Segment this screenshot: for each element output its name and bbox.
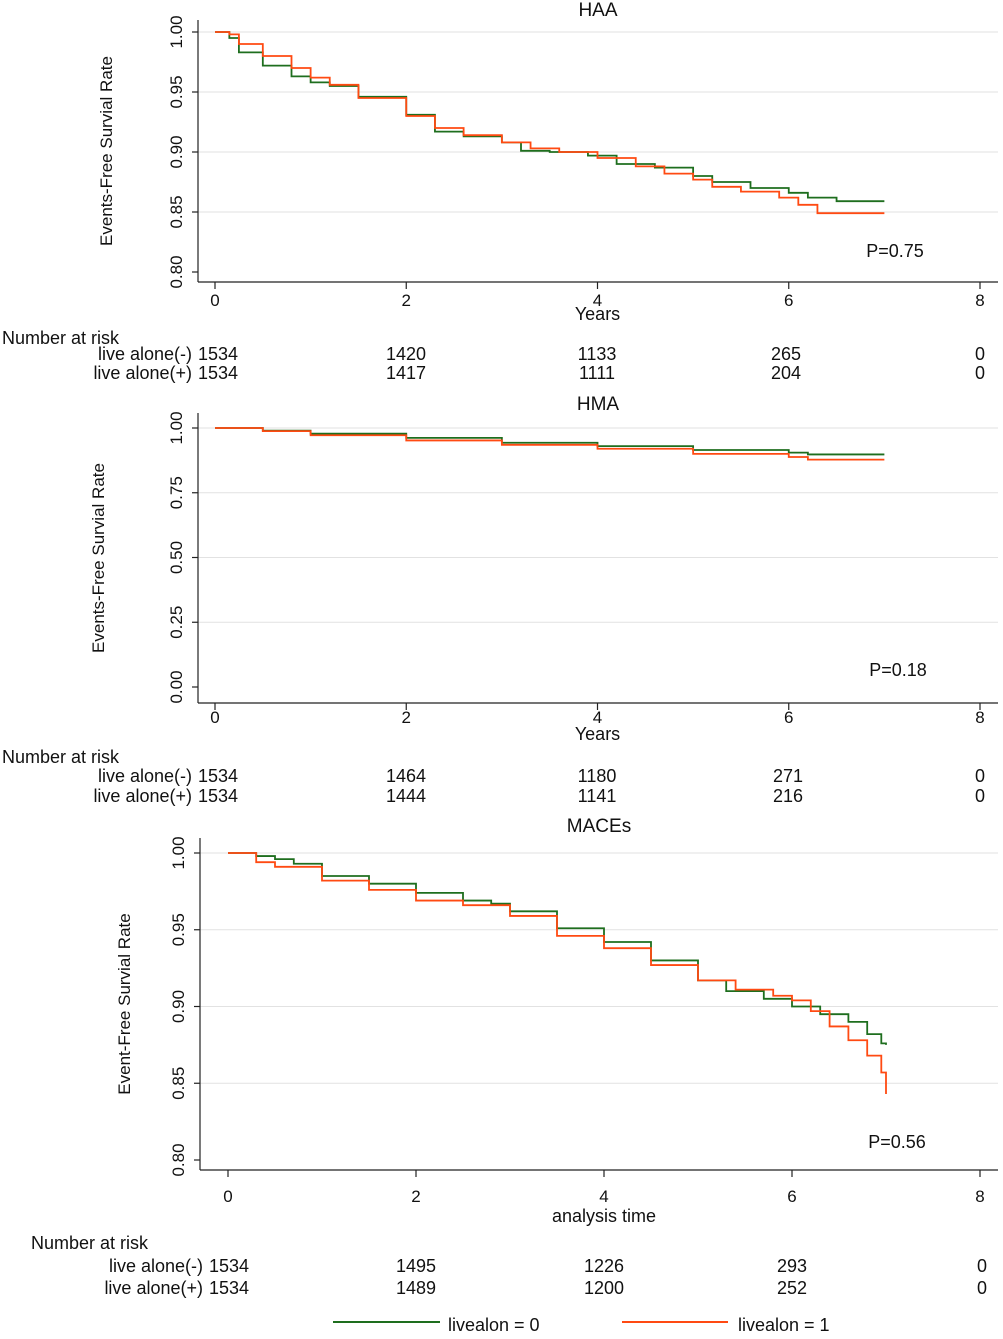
- x-tick-label: 8: [975, 1187, 984, 1206]
- y-tick-label: 0.00: [167, 670, 186, 703]
- y-tick-label: 0.50: [167, 541, 186, 574]
- legend: livealon = 0 livealon = 1: [333, 1315, 830, 1335]
- risk-cell: 293: [777, 1256, 807, 1276]
- x-tick-label: 0: [210, 708, 219, 727]
- panel-haa: 0.80 0.85 0.90 0.95 1.00 0 2 4 6 8 HAA Years Events-…: [2, 0, 998, 383]
- x-tick-label: 4: [593, 291, 602, 310]
- panel-hma: 0.00 0.25 0.50 0.75 1.00 0 2 4 6 8 HMA Years Events-…: [2, 394, 998, 806]
- y-axis-label: Events-Free Survial Rate: [89, 463, 108, 653]
- y-tick-label: 0.80: [169, 1143, 188, 1176]
- risk-table-header: Number at risk: [2, 747, 120, 767]
- risk-table-header: Number at risk: [31, 1233, 149, 1253]
- legend-label-livealon-1: livealon = 1: [738, 1315, 830, 1335]
- series-line-livealon-0: [215, 31, 885, 203]
- risk-cell: 252: [777, 1278, 807, 1298]
- chart-title: HMA: [577, 394, 620, 415]
- panel-maces: 0.80 0.85 0.90 0.95 1.00 0 2 4 6 8 MACEs analysis t…: [31, 816, 998, 1298]
- y-tick-label: 0.90: [167, 135, 186, 168]
- series-line-livealon-0: [215, 427, 885, 456]
- risk-row-label: live alone(-): [98, 766, 192, 786]
- chart-title: HAA: [578, 0, 617, 21]
- risk-cell: 1534: [198, 766, 238, 786]
- p-value-annotation: P=0.18: [869, 660, 927, 680]
- legend-label-livealon-0: livealon = 0: [448, 1315, 540, 1335]
- p-value-annotation: P=0.75: [866, 241, 924, 261]
- x-tick-label: 4: [593, 708, 602, 727]
- y-axis-label: Event-Free Survial Rate: [115, 913, 134, 1094]
- risk-row-label: live alone(+): [104, 1278, 203, 1298]
- risk-row-label: live alone(+): [93, 786, 192, 806]
- x-tick-label: 8: [975, 291, 984, 310]
- x-tick-label: 6: [787, 1187, 796, 1206]
- y-axis-label: Events-Free Survial Rate: [97, 56, 116, 246]
- risk-row-label: live alone(+): [93, 363, 192, 383]
- x-tick-label: 2: [402, 708, 411, 727]
- risk-cell: 1534: [209, 1278, 249, 1298]
- x-tick-label: 6: [784, 291, 793, 310]
- y-tick-label: 0.95: [169, 913, 188, 946]
- series-line-livealon-1: [215, 31, 885, 215]
- risk-cell: 1534: [209, 1256, 249, 1276]
- x-tick-label: 2: [402, 291, 411, 310]
- x-tick-label: 8: [975, 708, 984, 727]
- risk-cell: 0: [977, 1256, 987, 1276]
- risk-cell: 1226: [584, 1256, 624, 1276]
- risk-cell: 0: [975, 786, 985, 806]
- risk-cell: 204: [771, 363, 801, 383]
- x-tick-label: 6: [784, 708, 793, 727]
- y-tick-label: 0.25: [167, 606, 186, 639]
- x-axis-label: Years: [575, 724, 620, 744]
- risk-cell: 0: [977, 1278, 987, 1298]
- risk-cell: 1420: [386, 344, 426, 364]
- risk-row-label: live alone(-): [98, 344, 192, 364]
- risk-cell: 216: [773, 786, 803, 806]
- risk-cell: 1489: [396, 1278, 436, 1298]
- chart-title: MACEs: [567, 816, 631, 837]
- y-tick-label: 0.90: [169, 990, 188, 1023]
- risk-cell: 1417: [386, 363, 426, 383]
- risk-cell: 1133: [578, 344, 617, 364]
- risk-cell: 0: [975, 344, 985, 364]
- x-axis-label: analysis time: [552, 1206, 656, 1226]
- risk-cell: 0: [975, 766, 985, 786]
- risk-cell: 1495: [396, 1256, 436, 1276]
- y-tick-label: 1.00: [167, 15, 186, 48]
- risk-cell: 1534: [198, 344, 238, 364]
- x-tick-label: 0: [210, 291, 219, 310]
- x-tick-label: 0: [223, 1187, 232, 1206]
- x-axis-label: Years: [575, 304, 620, 324]
- risk-row-label: live alone(-): [109, 1256, 203, 1276]
- risk-cell: 1534: [198, 786, 238, 806]
- y-tick-label: 1.00: [169, 836, 188, 869]
- risk-cell: 1200: [584, 1278, 624, 1298]
- series-line-livealon-1: [228, 852, 887, 1094]
- risk-cell: 0: [975, 363, 985, 383]
- risk-cell: 1464: [386, 766, 426, 786]
- x-tick-label: 4: [599, 1187, 608, 1206]
- y-tick-label: 0.85: [167, 195, 186, 228]
- risk-table-header: Number at risk: [2, 328, 120, 348]
- series-line-livealon-1: [215, 427, 885, 461]
- risk-cell: 1141: [578, 786, 617, 806]
- y-tick-label: 0.85: [169, 1067, 188, 1100]
- risk-cell: 271: [773, 766, 803, 786]
- risk-cell: 1180: [578, 766, 617, 786]
- y-tick-label: 0.80: [167, 255, 186, 288]
- series-line-livealon-0: [228, 852, 887, 1045]
- y-tick-label: 0.75: [167, 476, 186, 509]
- risk-cell: 1534: [198, 363, 238, 383]
- y-tick-label: 1.00: [167, 411, 186, 444]
- y-tick-label: 0.95: [167, 75, 186, 108]
- risk-cell: 265: [771, 344, 801, 364]
- x-tick-label: 2: [411, 1187, 420, 1206]
- risk-cell: 1111: [579, 363, 615, 383]
- p-value-annotation: P=0.56: [868, 1132, 926, 1152]
- risk-cell: 1444: [386, 786, 426, 806]
